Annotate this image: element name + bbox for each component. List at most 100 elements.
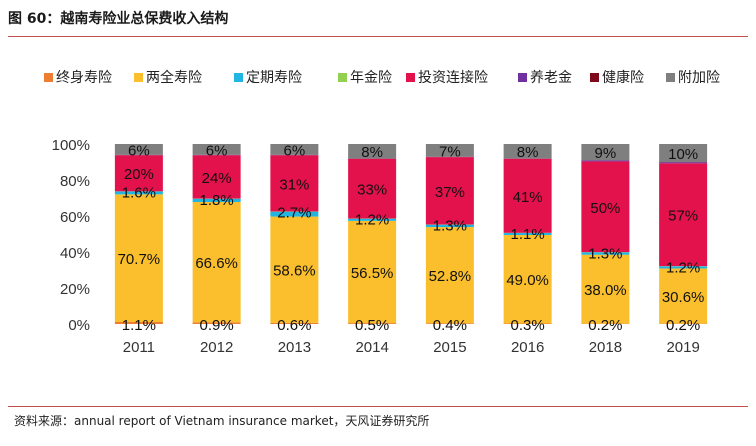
data-label: 38.0% (584, 282, 627, 299)
bar-segment (192, 144, 241, 155)
x-tick-label: 2011 (123, 339, 155, 356)
legend-label: 养老金 (530, 70, 572, 86)
y-tick-label: 0% (68, 317, 90, 334)
x-tick-label: 2016 (511, 339, 544, 356)
data-label: 31% (279, 176, 309, 193)
legend-swatch (518, 73, 527, 82)
data-label: 57% (668, 208, 698, 225)
data-label: 70.7% (118, 251, 161, 268)
bar-segment (270, 216, 319, 323)
bar-segment (659, 163, 708, 267)
bar-segment (270, 144, 319, 155)
bar-segment (270, 322, 319, 324)
bar-segment (503, 323, 552, 324)
footer-rule (8, 406, 748, 407)
data-label: 1.3% (433, 218, 467, 235)
data-label: 8% (517, 144, 539, 161)
legend-swatch (590, 73, 599, 82)
legend-swatch (406, 73, 415, 82)
data-label: 0.3% (511, 317, 545, 334)
bar-segment (114, 191, 163, 195)
bar-segment (659, 144, 708, 163)
legend-label: 健康险 (602, 69, 644, 86)
title-rule (8, 36, 748, 37)
data-label: 6% (128, 142, 150, 159)
x-tick-label: 2013 (278, 339, 311, 356)
source-note: 资料来源：annual report of Vietnam insurance … (14, 414, 430, 428)
bar-segment (425, 144, 474, 157)
data-label: 24% (202, 170, 232, 187)
x-tick-label: 2018 (589, 339, 622, 356)
bar-segment (348, 218, 397, 221)
data-label: 33% (357, 182, 387, 199)
bar-segment (503, 233, 552, 235)
x-tick-label: 2012 (200, 339, 233, 356)
data-label: 58.6% (273, 263, 316, 280)
bar-segment (192, 155, 241, 199)
bar-segment (114, 155, 163, 192)
data-label: 1.2% (355, 212, 389, 229)
bar-segment (425, 224, 474, 228)
bar-segment (659, 162, 708, 164)
legend-swatch (338, 73, 347, 82)
y-tick-label: 80% (60, 173, 90, 190)
bar-segment (659, 266, 708, 269)
legend-swatch (134, 73, 143, 82)
bar-segment (581, 252, 630, 255)
data-label: 1.8% (200, 192, 234, 209)
bar-segment (192, 198, 241, 203)
legend-label: 两全寿险 (146, 69, 202, 86)
y-tick-label: 60% (60, 209, 90, 226)
x-tick-label: 2015 (433, 339, 466, 356)
bar-segment (192, 202, 241, 323)
bar-segment (581, 161, 630, 253)
data-label: 41% (513, 189, 543, 206)
bar-segment (114, 194, 163, 323)
data-label: 0.9% (200, 317, 234, 334)
bar-segment (114, 144, 163, 155)
x-tick-label: 2019 (666, 339, 699, 356)
bar-segment (114, 322, 163, 324)
bar-segment (503, 234, 552, 324)
data-label: 2.7% (277, 205, 311, 222)
data-label: 1.1% (511, 226, 545, 243)
data-label: 6% (284, 142, 306, 159)
bar-segment (270, 211, 319, 217)
bar-segment (348, 144, 397, 159)
bar-segment (503, 158, 552, 233)
data-label: 66.6% (195, 255, 238, 272)
data-label: 52.8% (429, 268, 472, 285)
data-label: 9% (595, 145, 617, 162)
bar-segment (659, 268, 708, 324)
legend-swatch (44, 73, 53, 82)
data-label: 0.4% (433, 317, 467, 334)
bar-segment (348, 158, 397, 219)
legend-label: 附加险 (678, 70, 720, 86)
data-label: 37% (435, 184, 465, 201)
data-label: 0.5% (355, 317, 389, 334)
figure-title: 图 60：越南寿险业总保费收入结构 (8, 11, 229, 27)
data-label: 0.6% (277, 317, 311, 334)
bar-segment (348, 220, 397, 324)
y-tick-label: 100% (52, 137, 90, 154)
bar-segment (503, 144, 552, 159)
data-label: 0.2% (666, 317, 700, 334)
data-label: 1.6% (122, 184, 156, 201)
data-label: 1.1% (122, 317, 156, 334)
legend-label: 投资连接险 (418, 69, 488, 86)
data-label: 10% (668, 146, 698, 163)
legend-swatch (234, 73, 243, 82)
y-tick-label: 40% (60, 245, 90, 262)
bar-segment (192, 322, 241, 324)
legend-label: 定期寿险 (246, 69, 302, 86)
legend-label: 终身寿险 (56, 69, 112, 86)
data-label: 6% (206, 142, 228, 159)
bar-segment (581, 254, 630, 324)
data-label: 7% (439, 143, 461, 160)
data-label: 49.0% (506, 272, 549, 289)
bar-segment (425, 157, 474, 225)
y-tick-label: 20% (60, 281, 90, 298)
data-label: 30.6% (662, 289, 705, 306)
bar-segment (348, 323, 397, 324)
data-label: 8% (361, 144, 383, 161)
